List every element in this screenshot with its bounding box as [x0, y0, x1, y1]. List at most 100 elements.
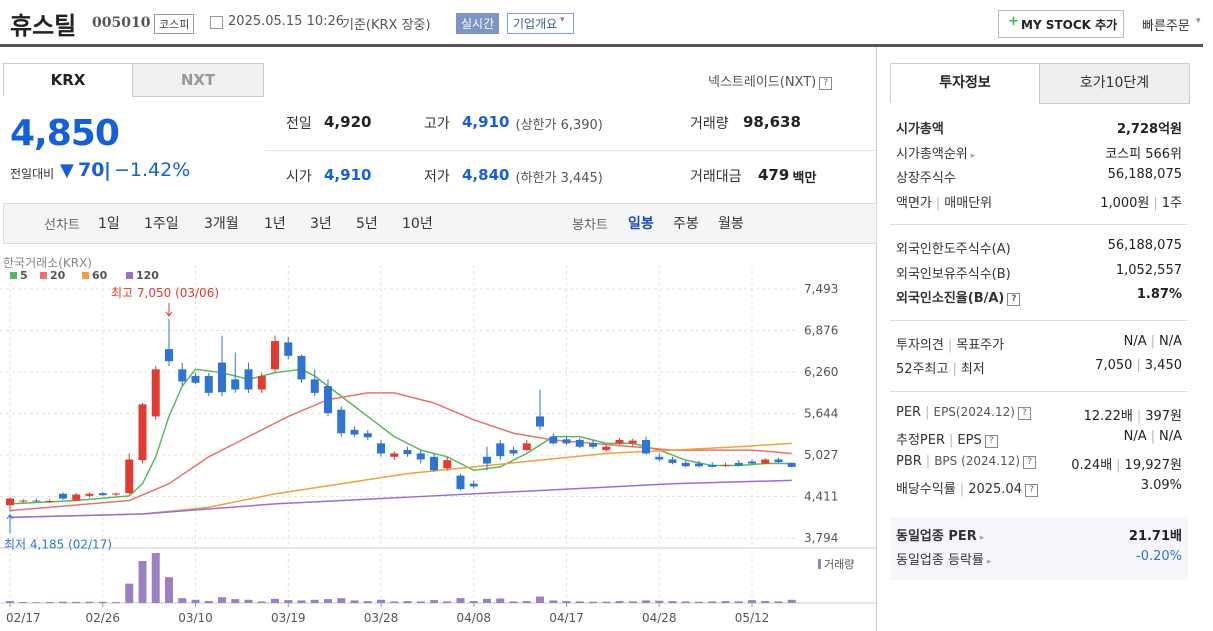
row-value: 56,188,075 — [1108, 167, 1182, 182]
candle-body — [6, 498, 14, 506]
label-part: 배당수익률 — [896, 482, 956, 497]
item-value: 4,920 — [324, 113, 372, 131]
candle-body — [45, 500, 54, 502]
volume-bar — [483, 598, 491, 603]
period-option[interactable]: 1년 — [264, 216, 286, 232]
row-label: PER | EPS(2024.12)? — [896, 405, 1031, 420]
volume-bar — [615, 601, 624, 603]
candle-body — [271, 341, 279, 370]
volume-bar — [536, 596, 544, 603]
period-option[interactable]: 5년 — [356, 216, 378, 232]
volume-bar — [112, 602, 120, 603]
candle-body — [430, 456, 438, 471]
candle-body — [589, 443, 597, 447]
company-dropdown[interactable]: 기업개요 — [507, 13, 575, 34]
realtime-tag[interactable]: 실시간 — [456, 13, 500, 34]
dropdown-arrow: ▾ — [1196, 16, 1201, 26]
candle-body — [112, 493, 120, 495]
value-part: 2,728억원 — [1116, 122, 1182, 137]
label-part: 동일업종 PER — [896, 528, 977, 544]
item-value: 4,910 — [324, 166, 372, 184]
tab-krx[interactable]: KRX — [3, 63, 133, 96]
volume-bar — [165, 577, 173, 603]
candle-body — [734, 462, 743, 466]
volume-bar — [681, 601, 690, 603]
value-part: 3,450 — [1144, 358, 1182, 373]
header-rule — [0, 44, 1203, 47]
volume-bar — [509, 601, 518, 603]
value-part: 56,188,075 — [1107, 238, 1182, 253]
candle-body — [655, 456, 664, 460]
candle-option[interactable]: 주봉 — [673, 216, 699, 232]
row-value: 7,050 | 3,450 — [1095, 358, 1182, 373]
row-label: 투자의견 | 목표주가 — [896, 334, 1004, 353]
candle-body — [642, 439, 650, 454]
legend-label: 5 — [20, 269, 28, 282]
period-option[interactable]: 10년 — [402, 216, 433, 232]
row-value: 0.24배 | 19,927원 — [1071, 454, 1182, 473]
label-part: EPS(2024.12) — [933, 404, 1015, 419]
arrow-icon: ▸ — [979, 532, 985, 543]
volume-bar — [218, 597, 226, 603]
label-part: 액면가 — [896, 195, 932, 211]
volume-bar — [403, 601, 412, 603]
volume-bar — [45, 602, 54, 603]
label-sep: | — [949, 433, 954, 448]
value-part: N/A — [1159, 429, 1182, 444]
candle-body — [562, 439, 571, 444]
candle-body — [416, 453, 425, 460]
value-sep: | — [1150, 333, 1155, 349]
mystock-button[interactable] — [998, 10, 1124, 38]
candle-option[interactable]: 월봉 — [718, 216, 744, 232]
candle-body — [496, 443, 505, 457]
volume-bar — [244, 599, 253, 603]
quick-order[interactable]: 빠른주문 — [1142, 19, 1190, 34]
volume-bar — [257, 601, 266, 603]
candle-body — [390, 453, 399, 457]
row-value: 3.09% — [1141, 478, 1182, 493]
candle-body — [721, 464, 730, 466]
candle-body — [337, 409, 346, 434]
candle-body — [695, 463, 703, 467]
volume-bar — [178, 598, 187, 603]
nxt-link[interactable]: 넥스트레이드(NXT)? — [708, 71, 833, 90]
change-label: 전일대비 — [10, 167, 55, 181]
x-tick-label: 04/28 — [642, 611, 677, 625]
period-option[interactable]: 1주일 — [144, 216, 179, 232]
volume-bar — [19, 602, 28, 603]
row-label: 액면가 | 매매단위 — [896, 192, 992, 211]
label-part: BPS (2024.12) — [934, 453, 1021, 468]
row-label: 시가총액 — [896, 118, 944, 137]
help-icon: ? — [1023, 455, 1037, 469]
annotation: 최저 4,185 (02/17) — [4, 538, 112, 552]
y-tick-label: 6,260 — [804, 365, 838, 379]
candle-body — [483, 456, 491, 464]
value-sep: | — [1136, 408, 1142, 424]
value-part: -0.20% — [1136, 549, 1182, 564]
item-note: (상한가 6,390) — [515, 118, 603, 133]
volume-legend: 거래량 — [824, 558, 854, 571]
item-value: 4,840 — [462, 166, 510, 184]
candle-option[interactable]: 일봉 — [628, 216, 654, 232]
line-chart-label: 선차트 — [44, 218, 80, 233]
y-tick-label: 7,493 — [804, 282, 838, 296]
tab-invest[interactable]: 투자정보 — [890, 63, 1040, 103]
period-option[interactable]: 3년 — [310, 216, 332, 232]
period-option[interactable]: 1일 — [98, 216, 120, 232]
legend-swatch — [40, 272, 47, 279]
y-tick-label: 5,644 — [804, 406, 838, 420]
tab-orderbook[interactable]: 호가10단계 — [1039, 63, 1190, 104]
value-part: 7,050 — [1095, 358, 1133, 373]
legend-swatch — [126, 272, 133, 279]
y-tick-label: 3,794 — [804, 531, 838, 545]
row-label: 외국인소진율(B/A)? — [896, 287, 1021, 306]
volume-bar — [72, 601, 81, 603]
volume-bar — [191, 599, 200, 603]
change-down-icon: ▼ — [60, 160, 74, 181]
candle-body — [244, 369, 253, 390]
tab-nxt[interactable]: NXT — [132, 63, 264, 97]
candle-body — [324, 386, 332, 414]
period-option[interactable]: 3개월 — [204, 216, 239, 232]
row-value: 12.22배 | 397원 — [1084, 405, 1182, 424]
volume-bar — [668, 601, 677, 603]
